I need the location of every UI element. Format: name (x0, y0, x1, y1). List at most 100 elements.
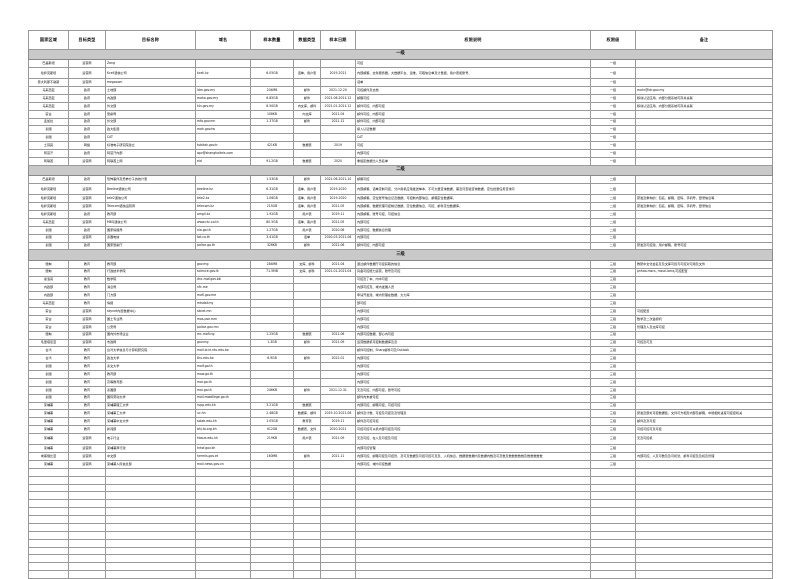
cell-domain[interactable]: moif.go.th (195, 362, 251, 371)
cell-dtype[interactable]: 邮件 (293, 354, 321, 364)
cell-type[interactable]: 教育 (68, 417, 106, 427)
cell-type[interactable]: 教育 (68, 401, 106, 411)
table-row[interactable]: 内政部 教育 消息局 nfc.me 内部可控及、域内发展人员 三级 (28, 283, 773, 293)
cell-name[interactable]: 电子行业 (105, 432, 196, 446)
cell-dtype[interactable]: 数据表 (293, 156, 321, 166)
cell-type[interactable]: 政府 (68, 101, 106, 111)
cell-name[interactable]: 国际劳动大学 (105, 393, 196, 403)
cell-name[interactable]: 外交部 (105, 117, 196, 127)
cell-date[interactable] (320, 444, 356, 454)
cell-domain[interactable]: omgil.kz (195, 210, 251, 219)
cell-count[interactable]: 219KB (250, 432, 294, 446)
cell-name[interactable]: 内政部 (105, 93, 196, 103)
table-row[interactable]: 土耳其 网络 标准电子研究院建立 tubitak.gov.tr 421KB 数据表 2019… (28, 141, 773, 151)
table-row[interactable]: 蒙古 运营商 公安局 police.gov.mn 内部可控 三级 管理及人及文库可控 (28, 322, 773, 332)
cell-perm[interactable] (355, 538, 591, 548)
cell-level[interactable]: 二级 (590, 202, 636, 211)
cell-region[interactable]: 马来西亚 (28, 101, 69, 111)
cell-domain[interactable]: mos.pse.mm (195, 314, 251, 324)
cell-type[interactable]: 运营商 (68, 233, 106, 243)
cell-domain[interactable] (195, 59, 251, 69)
cell-dtype[interactable]: 数据表、文件 (293, 425, 321, 434)
cell-name[interactable]: 恐怖事件及恐怖分子的统计表 (105, 175, 196, 185)
cell-remark[interactable] (635, 401, 773, 411)
cell-perm[interactable]: 内部可控 (355, 217, 591, 227)
cell-type[interactable]: 运营商 (68, 452, 106, 461)
cell-type[interactable]: 教育 (68, 267, 106, 277)
cell-type[interactable]: 政府 (68, 86, 106, 95)
cell-perm[interactable]: 邮件可控、内部可控 (355, 109, 591, 119)
cell-type[interactable]: 运营商 (68, 432, 106, 446)
cell-count[interactable]: 1.37GB (250, 117, 294, 127)
cell-perm[interactable]: 话单 (355, 78, 591, 88)
cell-perm[interactable]: 内部可控 (355, 370, 591, 379)
cell-region[interactable]: 埃塞俄比亚 (28, 452, 69, 461)
cell-region[interactable]: 柬埔寨 (28, 401, 69, 411)
cell-remark[interactable] (635, 444, 773, 454)
cell-domain[interactable]: mail.ie.ie.ntu.edu.tw (195, 346, 251, 356)
cell-region[interactable]: 柬埔寨 (28, 444, 69, 454)
table-row[interactable]: 巴基斯坦 运营商 Zong 可控 一级 (28, 59, 773, 69)
cell-domain[interactable]: mtsdaf.my (195, 299, 251, 308)
cell-date[interactable] (320, 491, 356, 501)
cell-level[interactable] (590, 562, 636, 572)
cell-remark[interactable] (635, 385, 773, 395)
cell-domain[interactable] (195, 530, 251, 540)
cell-name[interactable]: 柬埔寨中文大学 (105, 417, 196, 427)
cell-type[interactable]: 运营商 (68, 459, 106, 469)
cell-dtype[interactable]: 数据表 (293, 330, 321, 340)
cell-date[interactable] (320, 346, 356, 356)
cell-type[interactable]: 教育 (68, 275, 106, 285)
cell-perm[interactable]: 邮件可控、内部可控 (355, 101, 591, 111)
empty-row[interactable] (28, 467, 773, 477)
cell-domain[interactable]: sknet.mn (195, 307, 251, 316)
cell-name[interactable]: Kcell通信公司 (105, 67, 196, 80)
cell-dtype[interactable] (293, 149, 321, 158)
cell-date[interactable]: 2021.05 (320, 217, 356, 227)
cell-date[interactable]: 2021.06 (320, 330, 356, 340)
cell-perm[interactable]: 无及可控、在入及可控及可控 (355, 432, 591, 446)
cell-perm[interactable]: 通过邮件数据厅可控获取的信息 (355, 259, 591, 269)
table-row[interactable]: 泰国 政府 国家警察厅 police.go.th 326KB 邮件 2022.06 邮件可控、… (28, 241, 773, 251)
table-row[interactable]: 毛里塔尼亚 运营商 市政网 gov.mg 1.3GB 邮件 2021.09 运营数据机可控制数… (28, 338, 773, 348)
cell-dtype[interactable]: 教育表 (293, 417, 321, 427)
cell-domain[interactable]: hrtof.gov.kh (195, 444, 251, 454)
cell-count[interactable]: 6.31GB (250, 183, 294, 196)
cell-name[interactable] (105, 515, 196, 524)
cell-region[interactable]: 缅甸 (28, 267, 69, 277)
cell-level[interactable]: 一级 (590, 109, 636, 119)
cell-date[interactable] (320, 275, 356, 285)
table-row[interactable]: 柬埔寨 运营商 电子行业 hbsue.edu.kh 219KB 用户表 2021.09 无及可… (28, 432, 773, 446)
cell-name[interactable]: 国家情报局 (105, 225, 196, 235)
cell-domain[interactable]: solab.edu.kh (195, 417, 251, 427)
cell-type[interactable] (68, 491, 106, 501)
cell-region[interactable] (28, 562, 69, 572)
empty-row[interactable] (28, 483, 773, 493)
cell-name[interactable]: 政大集团 (105, 125, 196, 135)
cell-type[interactable] (68, 570, 106, 579)
cell-level[interactable]: 二级 (590, 233, 636, 243)
cell-domain[interactable] (195, 562, 251, 572)
cell-dtype[interactable] (293, 570, 321, 579)
cell-perm[interactable]: 申请开发建、域内管理在数据、大力库 (355, 291, 591, 301)
cell-type[interactable]: 教育 (68, 425, 106, 434)
cell-date[interactable] (320, 125, 356, 135)
cell-dtype[interactable] (293, 515, 321, 524)
cell-date[interactable]: 2019.10-2021.08 (320, 409, 356, 419)
cell-region[interactable] (28, 499, 69, 509)
cell-perm[interactable] (355, 554, 591, 564)
cell-count[interactable] (250, 570, 294, 579)
cell-perm[interactable]: 部可控 (355, 299, 591, 308)
cell-date[interactable] (320, 377, 356, 387)
cell-date[interactable] (320, 149, 356, 158)
cell-domain[interactable]: moi.go.th (195, 385, 251, 395)
cell-date[interactable] (320, 499, 356, 509)
cell-date[interactable]: 2021.04 (320, 109, 356, 119)
cell-level[interactable]: 一级 (590, 141, 636, 151)
cell-perm[interactable]: 内部可控管理 (355, 444, 591, 454)
cell-region[interactable] (28, 475, 69, 485)
cell-region[interactable]: 哈萨克斯坦 (28, 67, 69, 80)
cell-domain[interactable]: bhj.to.org.kh (195, 425, 251, 434)
cell-perm[interactable]: 内部邮箱、账号可控、可控信息 (355, 210, 591, 219)
cell-type[interactable]: 运营商 (68, 330, 106, 340)
